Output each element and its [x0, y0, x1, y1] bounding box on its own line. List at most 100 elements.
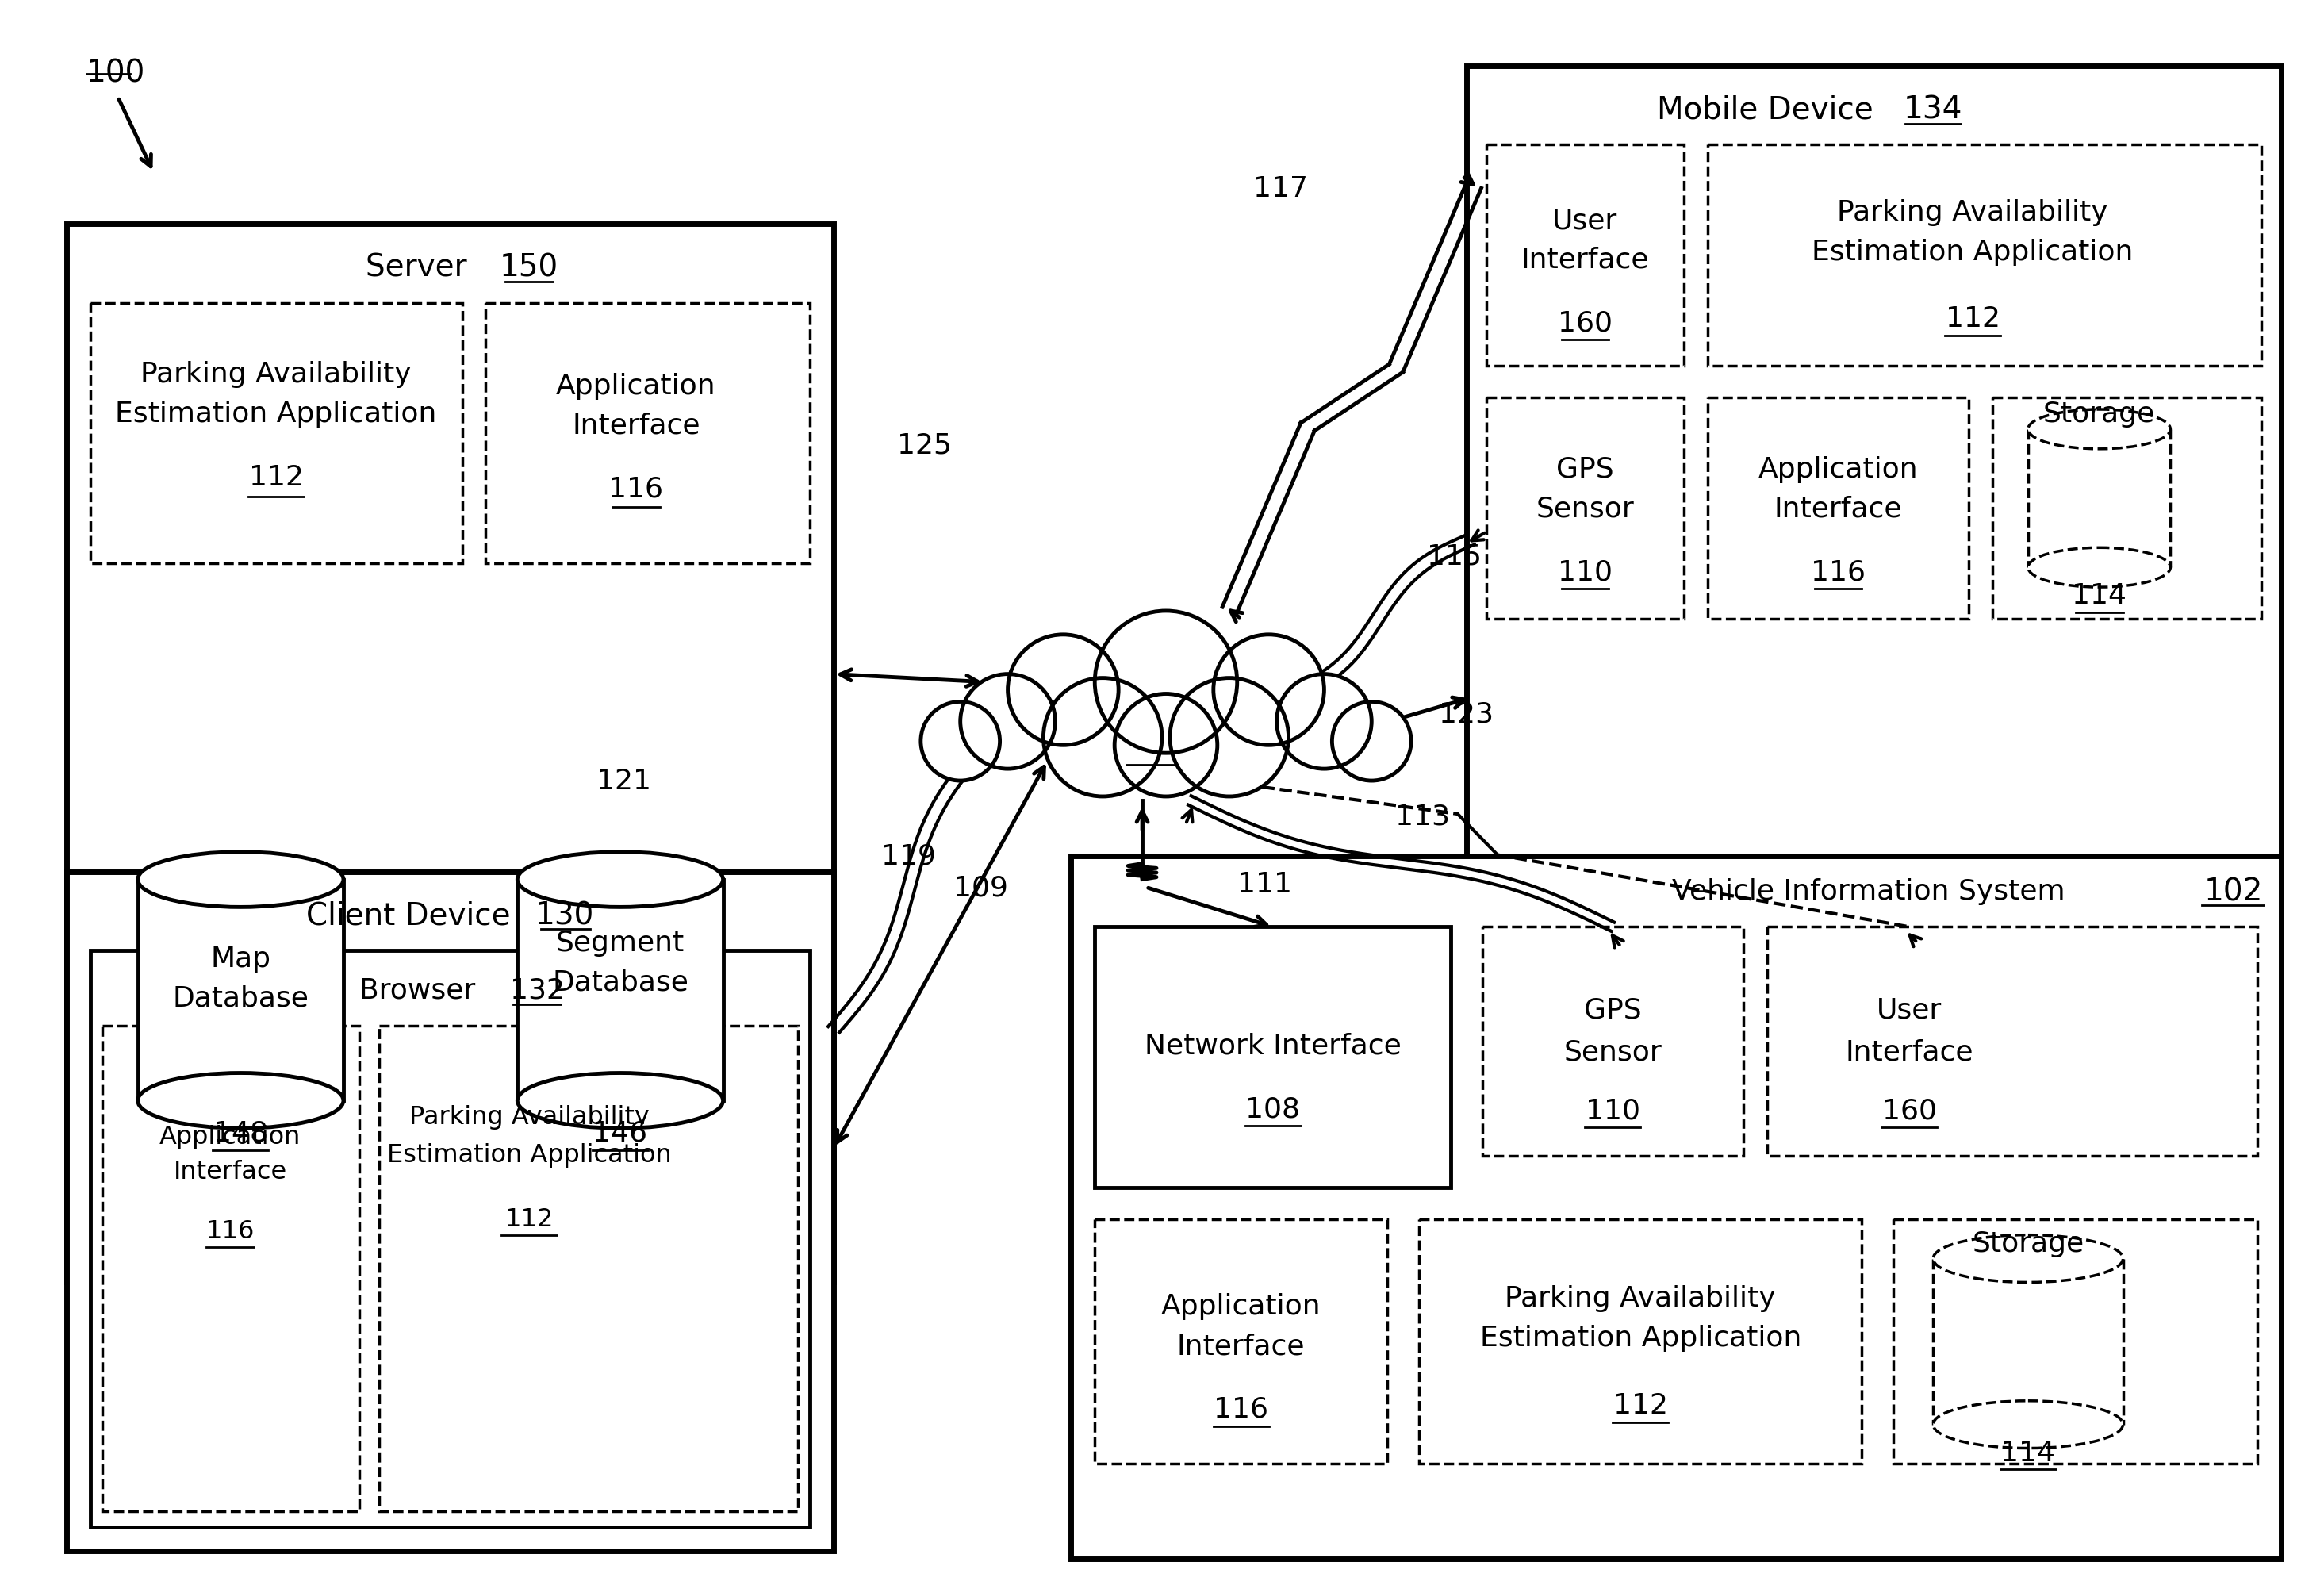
Text: Estimation Application: Estimation Application [116, 401, 437, 428]
Text: 105: 105 [1120, 734, 1181, 764]
Text: 119: 119 [881, 843, 937, 870]
Text: 111: 111 [1236, 870, 1292, 897]
Bar [1095, 927, 1450, 1187]
Text: Interface: Interface [1176, 1331, 1306, 1358]
Text: 100: 100 [86, 59, 146, 89]
Text: Segment: Segment [555, 929, 686, 956]
Ellipse shape [518, 853, 723, 907]
Circle shape [1213, 636, 1325, 745]
Text: Sensor: Sensor [1564, 1038, 1662, 1065]
Bar [1992, 398, 2261, 620]
Bar [1487, 398, 1685, 620]
Bar [1708, 398, 1968, 620]
Text: 117: 117 [1253, 176, 1308, 203]
Polygon shape [1934, 1258, 2122, 1425]
Text: 108: 108 [1246, 1095, 1299, 1122]
Text: 113: 113 [1394, 804, 1450, 831]
Text: 110: 110 [1557, 558, 1613, 585]
Circle shape [1009, 636, 1118, 745]
Text: 112: 112 [1945, 306, 2001, 333]
Text: Map: Map [211, 945, 270, 972]
Text: Network: Network [1085, 699, 1215, 729]
Circle shape [1095, 612, 1236, 753]
Text: 112: 112 [504, 1208, 553, 1232]
Ellipse shape [2029, 411, 2171, 450]
Bar [486, 303, 811, 564]
Polygon shape [2029, 430, 2171, 567]
Bar [1095, 1219, 1387, 1465]
Text: 150: 150 [500, 252, 558, 282]
Bar [1420, 1219, 1862, 1465]
Text: Vehicle Information System: Vehicle Information System [1671, 878, 2082, 905]
Text: Storage: Storage [1973, 1230, 2085, 1257]
Text: Sensor: Sensor [1536, 495, 1634, 521]
Text: Interface: Interface [572, 412, 700, 439]
Text: 160: 160 [1557, 309, 1613, 336]
Text: Mobile Device: Mobile Device [1657, 95, 1894, 125]
Bar [1766, 927, 2257, 1155]
Polygon shape [137, 880, 344, 1102]
Text: Server: Server [365, 252, 486, 282]
Text: Estimation Application: Estimation Application [1813, 239, 2133, 266]
Ellipse shape [137, 853, 344, 907]
Bar [91, 951, 811, 1528]
Bar [91, 303, 462, 564]
Text: Client Device: Client Device [307, 900, 530, 930]
Circle shape [1169, 678, 1287, 797]
Text: Estimation Application: Estimation Application [1480, 1323, 1801, 1350]
Text: Browser: Browser [360, 976, 493, 1003]
Circle shape [960, 675, 1055, 769]
Text: Network Interface: Network Interface [1143, 1032, 1401, 1059]
Text: User: User [1878, 997, 1943, 1024]
Text: User: User [1552, 208, 1618, 235]
Text: Parking Availability: Parking Availability [1838, 200, 2108, 227]
Circle shape [1116, 694, 1218, 797]
Ellipse shape [137, 1073, 344, 1129]
Text: 116: 116 [207, 1219, 256, 1243]
Text: 132: 132 [509, 976, 565, 1003]
Text: 123: 123 [1439, 701, 1494, 728]
Text: 112: 112 [1613, 1392, 1669, 1419]
Text: Parking Availability: Parking Availability [1506, 1285, 1776, 1312]
Bar [1894, 1219, 2257, 1465]
Text: Estimation Application: Estimation Application [388, 1143, 672, 1167]
Text: 109: 109 [953, 875, 1009, 902]
Text: Interface: Interface [1522, 246, 1650, 273]
Text: 116: 116 [1810, 558, 1866, 585]
Ellipse shape [518, 1073, 723, 1129]
Circle shape [1276, 675, 1371, 769]
Ellipse shape [1934, 1401, 2122, 1449]
Text: 114: 114 [2001, 1439, 2054, 1466]
Text: Interface: Interface [1773, 495, 1903, 521]
Text: 134: 134 [1903, 95, 1964, 125]
Text: Application: Application [1759, 455, 1917, 483]
Text: GPS: GPS [1585, 997, 1641, 1024]
Text: 148: 148 [214, 1119, 267, 1146]
Text: Application: Application [160, 1124, 302, 1149]
Text: 115: 115 [1427, 542, 1483, 569]
Bar [379, 1025, 797, 1512]
Text: Parking Availability: Parking Availability [409, 1105, 648, 1129]
Text: 116: 116 [1213, 1395, 1269, 1422]
Text: 114: 114 [2073, 582, 2126, 609]
Bar [1483, 927, 1743, 1155]
Circle shape [1332, 702, 1411, 781]
Text: Parking Availability: Parking Availability [142, 361, 411, 388]
Text: 125: 125 [897, 433, 953, 460]
Text: Database: Database [553, 968, 688, 995]
Polygon shape [518, 880, 723, 1102]
Text: Storage: Storage [2043, 401, 2154, 428]
Text: 116: 116 [609, 476, 662, 502]
Text: Interface: Interface [174, 1160, 288, 1184]
Bar [1071, 856, 2282, 1558]
Text: 130: 130 [535, 900, 595, 930]
Text: 121: 121 [597, 767, 651, 794]
Bar [102, 1025, 360, 1512]
Text: GPS: GPS [1557, 455, 1613, 483]
Bar [1487, 146, 1685, 366]
Circle shape [920, 702, 999, 781]
Text: Application: Application [555, 372, 716, 399]
Circle shape [1043, 678, 1162, 797]
Text: Interface: Interface [1845, 1038, 1973, 1065]
Bar [67, 872, 834, 1550]
